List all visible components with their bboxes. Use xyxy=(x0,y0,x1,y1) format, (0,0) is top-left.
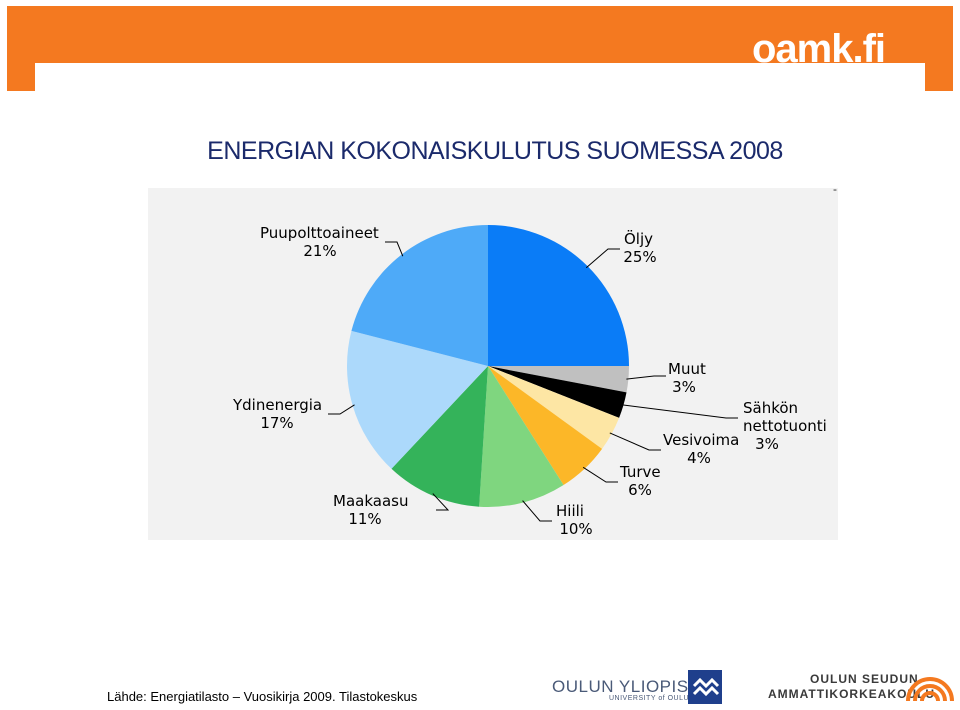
pie-slice xyxy=(488,225,629,366)
university-logo-icon xyxy=(688,670,722,704)
slice-value-label: 3% xyxy=(672,378,696,396)
leader-line xyxy=(582,466,618,483)
slice-label: Maakaasu xyxy=(333,492,408,510)
slice-label: Öljy xyxy=(624,229,653,248)
slice-value-label: 3% xyxy=(755,435,779,453)
oamk-logo-text[interactable]: oamk.fi xyxy=(752,27,886,71)
university-subtitle: UNIVERSITY of OULU xyxy=(609,695,690,702)
slice-value-label: 25% xyxy=(623,248,656,266)
leader-line xyxy=(432,493,450,511)
slice-value-label: 17% xyxy=(260,414,293,432)
slice-label: Sähkön nettotuonti xyxy=(743,399,827,435)
slice-value-label: 4% xyxy=(687,449,711,467)
dash-mark: - xyxy=(833,182,837,196)
university-name: OULUN YLIOPISTO xyxy=(552,677,713,696)
slice-value-label: 10% xyxy=(559,520,592,538)
pie-slice xyxy=(488,366,620,449)
chart-title: ENERGIAN KOKONAISKULUTUS SUOMESSA 2008 xyxy=(207,137,783,165)
pie-slice xyxy=(351,225,488,366)
school-name-line1: OULUN SEUDUN xyxy=(810,672,919,686)
header-banner-corner-right xyxy=(925,63,953,91)
leader-line xyxy=(626,375,666,380)
pie-slice xyxy=(347,330,488,469)
slice-value-label: 21% xyxy=(303,242,336,260)
slice-label: Turve xyxy=(619,463,661,481)
slice-label: Vesivoima xyxy=(663,431,739,449)
leader-line xyxy=(328,404,355,415)
school-name-line2: AMMATTIKORKEAKOULU xyxy=(768,687,936,701)
leader-line xyxy=(385,241,404,257)
leader-line xyxy=(522,500,552,522)
leader-line xyxy=(621,404,738,419)
slice-label: Muut xyxy=(668,360,706,378)
header-banner xyxy=(7,6,953,63)
pie-slice xyxy=(391,366,488,507)
source-text: Lähde: Energiatilasto – Vuosikirja 2009.… xyxy=(107,689,418,704)
pie-slice xyxy=(488,366,627,418)
pie-slice xyxy=(488,366,629,393)
oamk-emblem-icon xyxy=(905,667,955,710)
pie-slice xyxy=(479,366,564,508)
leader-line xyxy=(585,248,620,269)
leader-line xyxy=(609,432,661,451)
slice-value-label: 11% xyxy=(348,510,381,528)
slice-label: Hiili xyxy=(556,502,584,520)
chart-area: Öljy 25% Muut 3% Sähkön nettotuonti 3% Vesivoim… xyxy=(148,188,838,540)
header-banner-corner-left xyxy=(7,63,35,91)
slice-label: Puupolttoaineet xyxy=(260,224,379,242)
slice-value-label: 6% xyxy=(628,481,652,499)
slice-label: Ydinenergia xyxy=(232,396,322,414)
pie-slice xyxy=(488,366,603,486)
